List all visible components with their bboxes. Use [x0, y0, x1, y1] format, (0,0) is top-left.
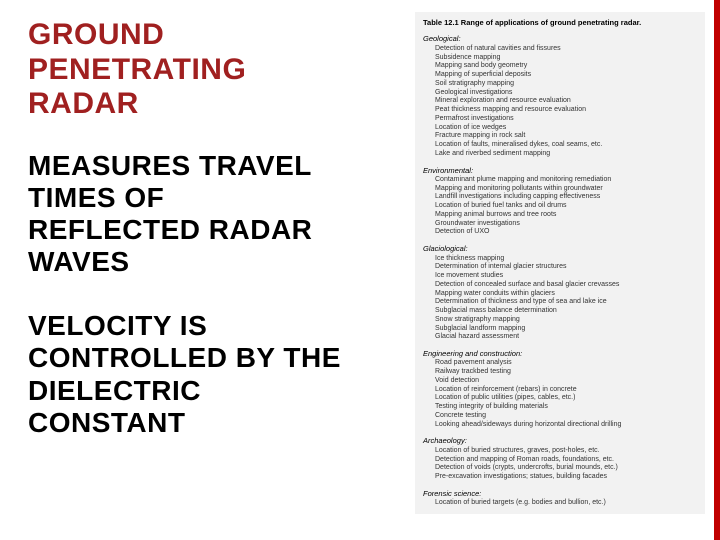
list-item: Void detection [435, 377, 697, 386]
category-header: Engineering and construction: [423, 349, 697, 358]
sub-line: DIELECTRIC [28, 375, 398, 407]
list-item: Determination of thickness and type of s… [435, 298, 697, 307]
list-item: Detection of concealed surface and basal… [435, 281, 697, 290]
title-line: PENETRATING [28, 53, 398, 88]
sub-line: CONTROLLED BY THE [28, 342, 398, 374]
list-item: Location of reinforcement (rebars) in co… [435, 386, 697, 395]
category-header: Glaciological: [423, 244, 697, 253]
list-item: Mineral exploration and resource evaluat… [435, 97, 697, 106]
category-header: Archaeology: [423, 436, 697, 445]
list-item: Detection of natural cavities and fissur… [435, 45, 697, 54]
accent-bar [714, 0, 720, 540]
title-line: RADAR [28, 87, 398, 122]
list-item: Detection of voids (crypts, undercrofts,… [435, 464, 697, 473]
list-item: Location of public utilities (pipes, cab… [435, 394, 697, 403]
list-item: Groundwater investigations [435, 220, 697, 229]
list-item: Soil stratigraphy mapping [435, 80, 697, 89]
left-column: GROUND PENETRATING RADAR MEASURES TRAVEL… [28, 18, 398, 471]
list-item: Snow stratigraphy mapping [435, 316, 697, 325]
sub-line: REFLECTED RADAR [28, 214, 398, 246]
list-item: Permafrost investigations [435, 115, 697, 124]
list-item: Determination of internal glacier struct… [435, 263, 697, 272]
list-item: Location of faults, mineralised dykes, c… [435, 141, 697, 150]
title-line: GROUND [28, 18, 398, 53]
list-item: Ice movement studies [435, 272, 697, 281]
list-item: Location of buried fuel tanks and oil dr… [435, 202, 697, 211]
table-sections: Geological: Detection of natural cavities… [423, 34, 697, 508]
list-item: Detection of UXO [435, 228, 697, 237]
list-item: Subglacial mass balance determination [435, 307, 697, 316]
list-item: Contaminant plume mapping and monitoring… [435, 176, 697, 185]
list-item: Road pavement analysis [435, 359, 697, 368]
list-item: Lake and riverbed sediment mapping [435, 150, 697, 159]
subheading-1: MEASURES TRAVEL TIMES OF REFLECTED RADAR… [28, 150, 398, 279]
main-title: GROUND PENETRATING RADAR [28, 18, 398, 122]
sub-line: TIMES OF [28, 182, 398, 214]
list-item: Peat thickness mapping and resource eval… [435, 106, 697, 115]
list-item: Subglacial landform mapping [435, 325, 697, 334]
list-item: Mapping water conduits within glaciers [435, 290, 697, 299]
list-item: Subsidence mapping [435, 54, 697, 63]
list-item: Geological investigations [435, 89, 697, 98]
list-item: Mapping and monitoring pollutants within… [435, 185, 697, 194]
list-item: Mapping animal burrows and tree roots [435, 211, 697, 220]
list-item: Mapping sand body geometry [435, 62, 697, 71]
sub-line: MEASURES TRAVEL [28, 150, 398, 182]
list-item: Landfill investigations including cappin… [435, 193, 697, 202]
list-item: Concrete testing [435, 412, 697, 421]
list-item: Detection and mapping of Roman roads, fo… [435, 456, 697, 465]
subheading-2: VELOCITY IS CONTROLLED BY THE DIELECTRIC… [28, 310, 398, 439]
table-caption: Table 12.1 Range of applications of grou… [423, 18, 697, 27]
list-item: Testing integrity of building materials [435, 403, 697, 412]
list-item: Location of ice wedges [435, 124, 697, 133]
list-item: Location of buried structures, graves, p… [435, 447, 697, 456]
list-item: Railway trackbed testing [435, 368, 697, 377]
category-header: Forensic science: [423, 489, 697, 498]
sub-line: CONSTANT [28, 407, 398, 439]
list-item: Location of buried targets (e.g. bodies … [435, 499, 697, 508]
list-item: Mapping of superficial deposits [435, 71, 697, 80]
list-item: Looking ahead/sideways during horizontal… [435, 421, 697, 430]
category-header: Environmental: [423, 166, 697, 175]
category-header: Geological: [423, 34, 697, 43]
list-item: Ice thickness mapping [435, 255, 697, 264]
list-item: Fracture mapping in rock salt [435, 132, 697, 141]
sub-line: VELOCITY IS [28, 310, 398, 342]
list-item: Glacial hazard assessment [435, 333, 697, 342]
applications-table: Table 12.1 Range of applications of grou… [415, 12, 705, 514]
list-item: Pre-excavation investigations; statues, … [435, 473, 697, 482]
sub-line: WAVES [28, 246, 398, 278]
